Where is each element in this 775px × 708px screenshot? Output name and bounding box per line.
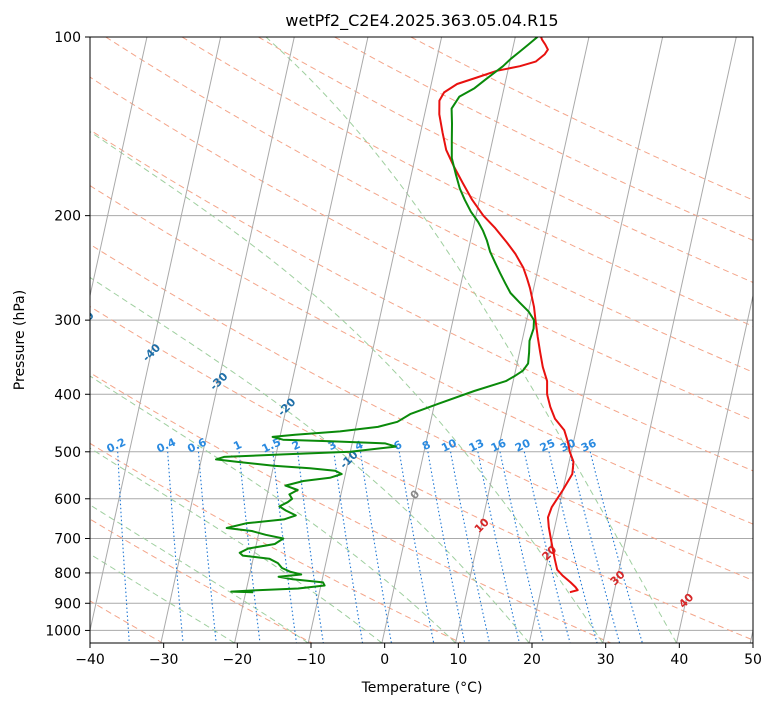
- y-tick-label-200: 200: [54, 209, 81, 225]
- mixing-ratio-line-8: [427, 451, 466, 643]
- moist-adiabat-10: [90, 375, 456, 643]
- x-tick-label-10: 10: [449, 652, 467, 668]
- x-tick-label--30: −30: [149, 652, 179, 668]
- mixing-ratio-line-0.2: [117, 451, 130, 643]
- isotherm-line--40: [90, 37, 222, 633]
- x-axis: −40 −30 −20 −10 0 10 20 30 40 50: [75, 643, 762, 668]
- mixing-ratio-line-13: [477, 451, 520, 643]
- moist-adiabat--10: [90, 504, 309, 643]
- moist-adiabat-20: [90, 276, 530, 643]
- y-tick-label-400: 400: [54, 387, 81, 403]
- isotherm-line--20: [234, 37, 369, 643]
- isotherm-line-30: [602, 37, 737, 643]
- isotherm-line-0: [381, 37, 516, 643]
- dry-adiabat-460: [258, 37, 753, 283]
- mixing-ratio-line-1: [238, 451, 261, 643]
- x-tick-label-0: 0: [380, 652, 389, 668]
- isotherm-label--50: -50: [73, 309, 96, 332]
- mixing-ratio-line-20: [523, 451, 571, 643]
- mixing-ratio-label-10: 10: [439, 436, 459, 454]
- y-axis: 100 200 300 400 500 600 700 800 900 1000: [45, 30, 90, 639]
- pressure-grid: [90, 37, 753, 631]
- mixing-ratio-label-16: 16: [489, 436, 509, 454]
- isotherm-line--50: [90, 37, 148, 299]
- x-tick-label-20: 20: [523, 652, 541, 668]
- y-tick-label-800: 800: [54, 566, 81, 582]
- mixing-ratio-label-20: 20: [513, 436, 533, 454]
- dry-adiabat-300: [90, 372, 611, 643]
- isotherm-line--30: [160, 37, 295, 643]
- moist-adiabat-30: [90, 131, 604, 643]
- dewpoint-profile-line: [215, 37, 539, 594]
- mixing-ratio-line-16: [499, 451, 545, 643]
- plot-frame: [89, 36, 754, 644]
- mixing-ratio-label-13: 13: [467, 436, 486, 454]
- mixing-ratio-lines: [117, 451, 643, 643]
- moist-adiabats: [90, 37, 678, 643]
- mixing-ratio-line-3: [333, 451, 364, 643]
- mixing-ratio-line-1.5: [272, 451, 298, 643]
- x-tick-label-30: 30: [597, 652, 615, 668]
- chart-title: wetPf2_C2E4.2025.363.05.04.R15: [285, 11, 558, 31]
- mixing-ratio-label-36: 36: [579, 436, 599, 454]
- y-tick-label-100: 100: [54, 30, 81, 46]
- y-tick-label-700: 700: [54, 532, 81, 548]
- y-tick-label-1000: 1000: [45, 623, 81, 639]
- isotherm-line--10: [307, 37, 443, 643]
- y-tick-label-900: 900: [54, 596, 81, 612]
- x-tick-label--20: −20: [223, 652, 253, 668]
- isotherm-line-40: [676, 293, 753, 643]
- mixing-ratio-line-36: [589, 451, 643, 643]
- mixing-ratio-line-2: [297, 451, 324, 643]
- mixing-ratio-label-25: 25: [538, 437, 557, 455]
- x-tick-label-40: 40: [670, 652, 688, 668]
- dry-adiabat-260: [90, 518, 313, 643]
- mixing-ratio-line-10: [450, 451, 491, 643]
- dry-adiabat-340: [90, 243, 753, 581]
- dry-adiabat-360: [90, 185, 753, 525]
- y-tick-label-500: 500: [54, 445, 81, 461]
- y-axis-title: Pressure (hPa): [12, 290, 28, 390]
- x-tick-label-50: 50: [744, 652, 762, 668]
- sounding-profiles: [215, 37, 579, 594]
- mixing-ratio-line-30: [568, 451, 621, 643]
- isotherm-line-10: [455, 37, 590, 643]
- x-tick-label--10: −10: [296, 652, 326, 668]
- temperature-profile-line: [438, 37, 579, 594]
- x-axis-title: Temperature (°C): [361, 680, 483, 696]
- y-tick-label-600: 600: [54, 492, 81, 508]
- mixing-ratio-line-0.4: [167, 451, 184, 643]
- moist-adiabat--20: [90, 553, 235, 643]
- y-tick-label-300: 300: [54, 313, 81, 329]
- mixing-ratio-line-0.6: [197, 451, 217, 643]
- x-tick-label--40: −40: [75, 652, 105, 668]
